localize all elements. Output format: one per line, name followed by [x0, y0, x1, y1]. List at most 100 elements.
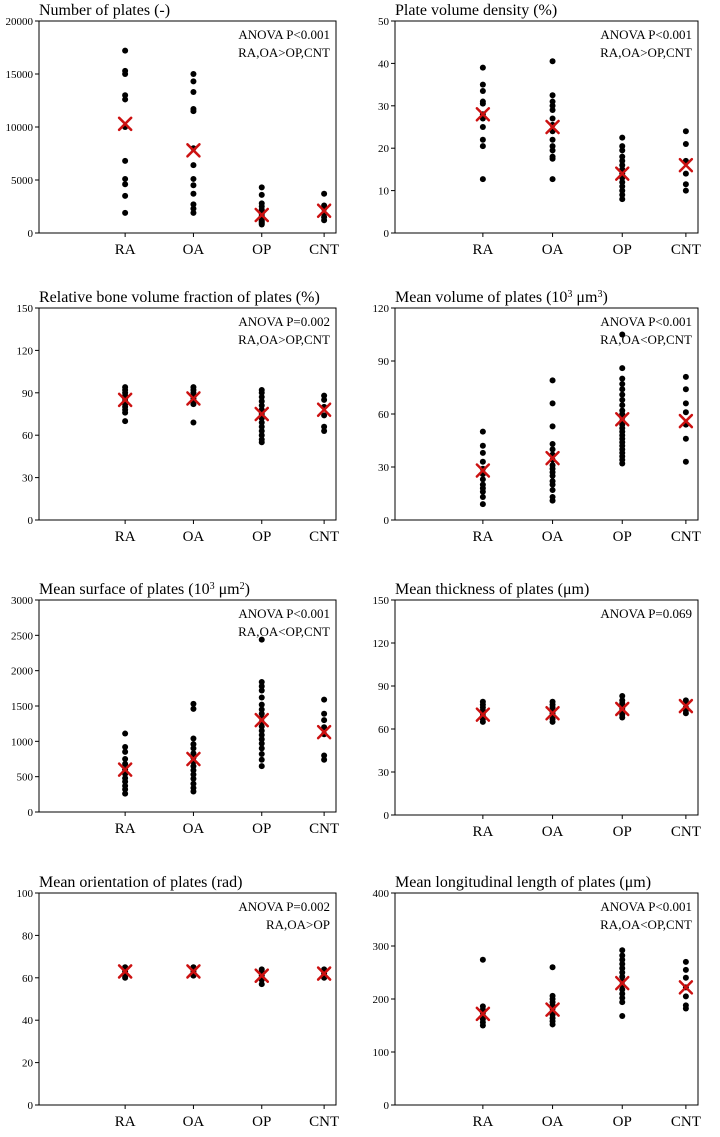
panel-1-data-point [190, 78, 197, 85]
panel-1-data-point [190, 175, 197, 182]
panel-2-y-tick-label: 20 [378, 143, 390, 155]
panel-8-y-tick-label: 100 [373, 1047, 390, 1059]
panel-6-y-tick-label: 30 [378, 767, 390, 779]
panel-2-x-tick-label: OP [613, 242, 632, 258]
panel-2-data-point [479, 136, 486, 143]
panel-5-data-point [258, 740, 265, 747]
panel-2-data-point [549, 143, 556, 150]
panel-1-data-point [258, 221, 265, 228]
panel-1-data-point [321, 217, 328, 224]
panel-4-data-point [549, 497, 556, 504]
panel-5-data-point [258, 683, 265, 690]
panel-5-data-point [258, 723, 265, 730]
panel-3-data-point [321, 427, 328, 434]
panel-1-data-point [258, 184, 265, 191]
panel-6-mean-marker [678, 698, 694, 714]
panel-2-data-point [619, 196, 626, 203]
panel-2-data-point [479, 124, 486, 130]
panel-3-data-point [258, 394, 265, 401]
panel-4-x-tick-label: OA [542, 529, 564, 545]
panel-2-data-point [619, 162, 626, 169]
panel-6-title: Mean thickness of plates (μm) [395, 581, 589, 598]
panel-3-annotation-line: RA,OA>OP,CNT [238, 332, 330, 347]
panel-4-annotation-line: RA,OA<OP,CNT [600, 332, 692, 347]
panel-3-data-point [258, 439, 265, 446]
panel-5-data-point [258, 701, 265, 708]
panel-3-y-tick-label: 120 [17, 345, 34, 357]
panel-6-y-tick-label: 60 [378, 724, 390, 736]
panel-3-data-point [258, 419, 265, 426]
panel-1-data-point [190, 190, 197, 197]
panel-4-data-point [619, 402, 626, 409]
panel-7-y-tick-label: 0 [28, 1100, 34, 1112]
panel-5-data-point [321, 724, 328, 731]
panel-7-data-point [122, 974, 129, 981]
panel-8-mean-marker [545, 1002, 560, 1017]
panel-1-x-tick-label: OA [183, 242, 205, 258]
panel-5-y-tick-label: 0 [28, 807, 34, 819]
panel-2-y-tick-label: 40 [378, 58, 390, 70]
panel-2-data-point [619, 179, 626, 186]
panel-1-data-point [190, 205, 197, 212]
panel-4-y-tick-label: 90 [378, 356, 390, 368]
panel-6-y-tick-label: 90 [378, 681, 390, 693]
panel-8-mean-marker [678, 980, 694, 995]
panel-7-title: Mean orientation of plates (rad) [39, 874, 242, 891]
panel-1-data-point [190, 209, 197, 216]
panel-4-data-point [619, 396, 626, 403]
panel-3-mean-marker [186, 391, 201, 406]
panel-4-x-tick-label: OP [613, 529, 632, 545]
panel-5-data-point [258, 763, 265, 770]
panel-8-y-tick-label: 300 [373, 941, 390, 953]
panel-3-data-point [122, 418, 129, 425]
panel-1-y-tick-label: 15000 [6, 69, 34, 81]
panel-4-data-point [549, 446, 556, 453]
panel-2-data-point [619, 157, 626, 164]
panel-4-data-point [549, 441, 556, 448]
panel-3-x-tick-label: OA [183, 529, 205, 545]
panel-1-data-point [190, 201, 197, 208]
panel-1-mean-marker [316, 203, 332, 218]
panel-4-y-tick-label: 120 [373, 303, 390, 315]
panel-1-data-point [122, 209, 129, 216]
panel-8-data-point [619, 986, 626, 993]
panel-1-y-tick-label: 0 [28, 228, 34, 240]
panel-5-title-part: 3 [210, 581, 215, 592]
panel-1-data-point [190, 71, 197, 77]
panel-4-data-point [479, 458, 486, 465]
panel-5-x-tick-label: RA [115, 821, 136, 837]
panel-8-mean-marker [615, 975, 630, 991]
panel-8-data-point [479, 956, 486, 963]
panel-5-data-point [190, 788, 197, 795]
panel-2-y-tick-label: 30 [378, 101, 390, 113]
panel-3-data-point [122, 409, 129, 416]
panel-3-data-point [258, 389, 265, 396]
panel-3-data-point [321, 392, 328, 399]
panel-2-data-point [549, 176, 556, 183]
panel-5-data-point [122, 790, 129, 797]
panel-5-mean-marker [117, 762, 133, 777]
panel-2-data-point [619, 143, 626, 150]
panel-2-data-point [549, 107, 556, 114]
panel-4-data-point [682, 409, 689, 416]
panel-5-mean-marker [254, 712, 269, 728]
panel-5-data-point [190, 745, 197, 752]
panel-2-data-point [549, 92, 556, 99]
panel-6-data-point [682, 710, 689, 717]
panel-8-x-tick-label: OA [542, 1114, 564, 1130]
panel-2-data-point [549, 98, 556, 105]
panel-1-data-point [122, 47, 129, 54]
panel-5-x-tick-label: OP [252, 821, 271, 837]
panel-5-title: Mean surface of plates (103 μm2) [39, 581, 250, 599]
panel-5-data-point [122, 778, 129, 785]
panel-7-x-tick-label: RA [115, 1114, 136, 1130]
panel-7-annotation-line: ANOVA P=0.002 [238, 899, 330, 914]
panel-8-data-point [549, 964, 556, 971]
panel-6-data-point [549, 718, 556, 725]
panel-7-data-point [258, 981, 265, 988]
panel-2-mean-marker [678, 157, 694, 173]
panel-2-mean-marker [475, 107, 491, 122]
panel-4-x-tick-label: CNT [671, 529, 701, 545]
panel-3-x-tick-label: OP [252, 529, 271, 545]
panel-1-x-tick-label: RA [115, 242, 136, 258]
